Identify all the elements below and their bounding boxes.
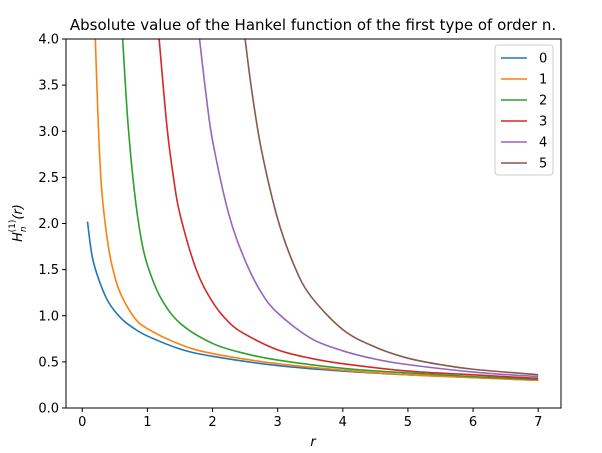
series-line-2 bbox=[121, 39, 539, 381]
y-axis-label-arg: (r) bbox=[11, 204, 26, 220]
x-tick-label: 2 bbox=[208, 415, 216, 430]
svg-text:Hn(1)(r): Hn(1)(r) bbox=[8, 204, 29, 242]
y-tick-label: 3.0 bbox=[38, 125, 59, 140]
y-axis: 0.0 0.5 1.0 1.5 2.0 2.5 3.0 3.5 4.0 bbox=[38, 33, 66, 417]
legend: 0 1 2 3 4 5 bbox=[494, 44, 554, 176]
series-line-3 bbox=[158, 39, 539, 380]
y-tick-label: 1.0 bbox=[38, 309, 59, 324]
plot-area bbox=[65, 38, 562, 409]
chart-title: Absolute value of the Hankel function of… bbox=[70, 16, 556, 34]
x-tick-label: 4 bbox=[339, 415, 347, 430]
legend-label: 0 bbox=[539, 52, 547, 67]
x-tick-label: 7 bbox=[534, 415, 542, 430]
y-tick-label: 3.5 bbox=[38, 79, 59, 94]
legend-label: 3 bbox=[539, 115, 547, 130]
y-tick-label: 0.0 bbox=[38, 402, 59, 417]
series-line-4 bbox=[198, 39, 539, 378]
y-axis-label-sub: n bbox=[19, 226, 29, 232]
y-axis-label-sup: (1) bbox=[8, 220, 18, 233]
series-line-5 bbox=[244, 39, 539, 376]
x-tick-label: 6 bbox=[469, 415, 477, 430]
x-tick-label: 1 bbox=[143, 415, 151, 430]
series-line-1 bbox=[94, 39, 539, 382]
x-tick-label: 3 bbox=[274, 415, 282, 430]
x-tick-label: 5 bbox=[404, 415, 412, 430]
series-layer bbox=[86, 39, 539, 382]
y-tick-label: 2.0 bbox=[38, 217, 59, 232]
x-axis-label: r bbox=[310, 435, 317, 450]
x-axis: 0 1 2 3 4 5 6 7 bbox=[78, 408, 542, 430]
legend-label: 1 bbox=[539, 73, 547, 88]
legend-label: 2 bbox=[539, 94, 547, 109]
y-axis-label-base: H bbox=[11, 232, 26, 242]
y-tick-label: 2.5 bbox=[38, 171, 59, 186]
y-tick-label: 1.5 bbox=[38, 263, 59, 278]
y-tick-label: 0.5 bbox=[38, 355, 59, 370]
x-tick-label: 0 bbox=[78, 415, 86, 430]
y-tick-label: 4.0 bbox=[38, 33, 59, 48]
y-axis-label: Hn(1)(r) bbox=[8, 204, 29, 242]
legend-label: 4 bbox=[539, 136, 547, 151]
legend-label: 5 bbox=[539, 157, 547, 172]
